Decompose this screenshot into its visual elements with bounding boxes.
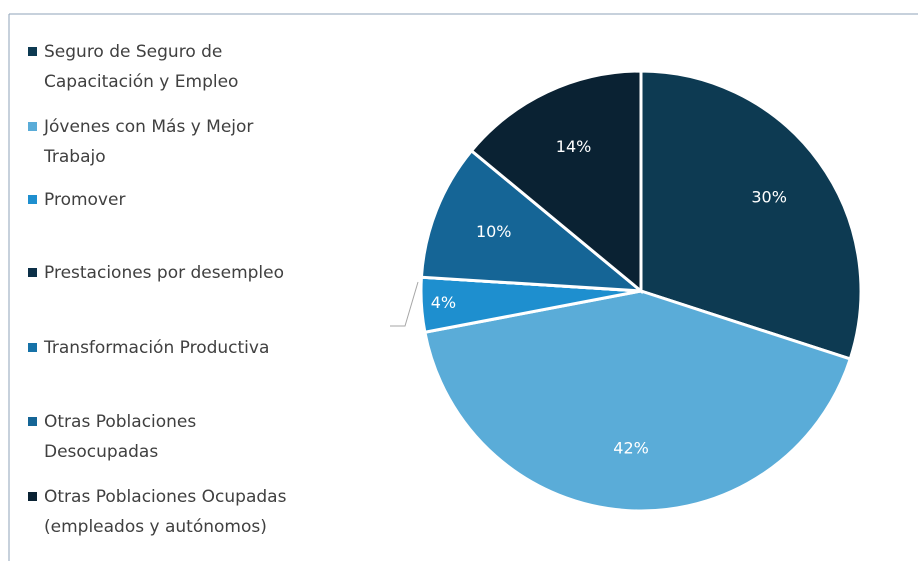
legend-label: Jóvenes con Más y Mejor Trabajo [43, 117, 253, 167]
leader-line [390, 281, 419, 327]
legend-label: Otras Poblaciones Ocupadas (empleados y a… [44, 487, 287, 537]
pie-slice [639, 69, 863, 361]
legend-swatch [28, 122, 37, 131]
legend-label: Prestaciones por desempleo [44, 263, 284, 283]
pie-slice [423, 289, 853, 513]
legend-swatch [28, 492, 37, 501]
pie-slice [469, 69, 643, 295]
data-label: 42% [613, 439, 649, 458]
legend-label: Transformación Productiva [43, 338, 269, 358]
data-label: 10% [476, 222, 512, 241]
legend-label: Seguro de Seguro de Capacitación y Empleo [44, 42, 238, 92]
data-label: 4% [431, 293, 456, 312]
data-label: 14% [556, 137, 592, 156]
pie-slice [419, 148, 646, 293]
legend-swatch [28, 47, 37, 56]
legend-label: Otras Poblaciones Desocupadas [44, 412, 196, 462]
legend-swatch [28, 195, 37, 204]
legend-label: Promover [44, 190, 125, 210]
legend-swatch [28, 343, 37, 352]
legend-swatch [28, 268, 37, 277]
data-label: 30% [751, 187, 787, 206]
legend-swatch [28, 417, 37, 426]
